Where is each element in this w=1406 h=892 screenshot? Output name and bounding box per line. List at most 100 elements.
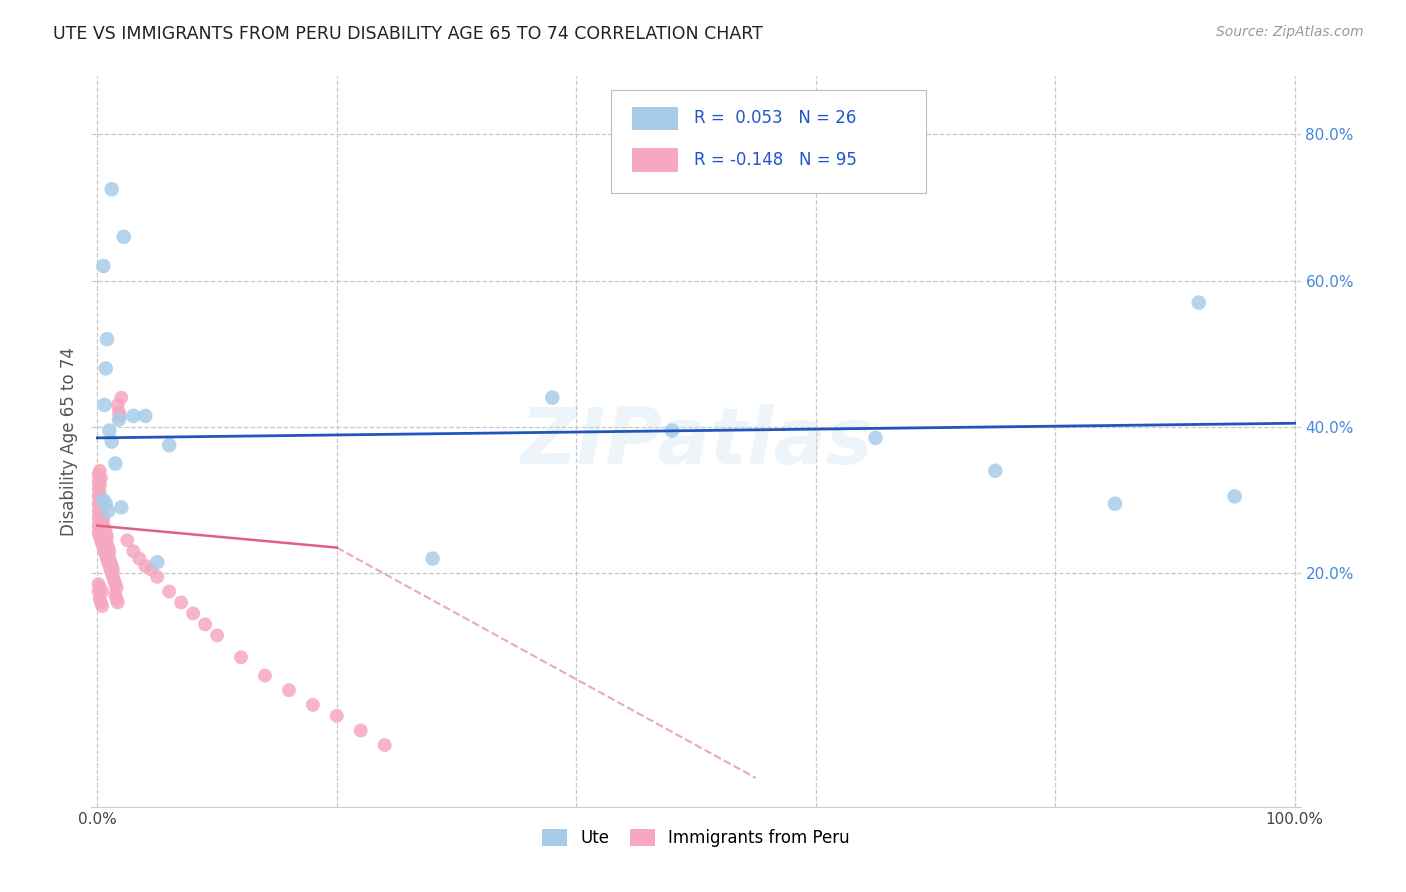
Point xyxy=(89,493,111,508)
Text: ZIPatlas: ZIPatlas xyxy=(520,403,872,480)
Point xyxy=(89,500,111,515)
Point xyxy=(89,485,111,500)
Point xyxy=(122,409,145,423)
Point xyxy=(93,511,115,525)
Point xyxy=(98,551,121,566)
Point xyxy=(100,182,122,196)
Point xyxy=(90,511,112,525)
Point xyxy=(94,548,117,562)
Point xyxy=(374,738,396,752)
Point xyxy=(98,544,121,558)
Point xyxy=(104,577,127,591)
Point xyxy=(89,515,111,529)
Point xyxy=(90,497,112,511)
Point xyxy=(89,508,111,522)
Point xyxy=(89,478,111,492)
Point xyxy=(157,584,180,599)
Point xyxy=(97,541,120,555)
Point xyxy=(91,508,114,522)
Point xyxy=(122,544,145,558)
Point xyxy=(91,530,114,544)
Point xyxy=(91,522,114,536)
Point xyxy=(87,518,110,533)
Bar xyxy=(631,148,678,171)
Point xyxy=(253,668,276,682)
Point xyxy=(157,438,180,452)
Text: UTE VS IMMIGRANTS FROM PERU DISABILITY AGE 65 TO 74 CORRELATION CHART: UTE VS IMMIGRANTS FROM PERU DISABILITY A… xyxy=(53,25,763,43)
Point xyxy=(117,533,139,548)
Point xyxy=(96,537,118,551)
Point xyxy=(105,591,128,606)
Point xyxy=(108,405,131,419)
Point xyxy=(87,482,110,496)
Point xyxy=(89,581,111,595)
Point xyxy=(110,391,132,405)
Point xyxy=(96,530,118,544)
Point xyxy=(94,526,117,541)
Y-axis label: Disability Age 65 to 74: Disability Age 65 to 74 xyxy=(59,347,77,536)
Point xyxy=(97,548,120,562)
Point xyxy=(87,584,110,599)
Point xyxy=(101,570,124,584)
Point xyxy=(128,551,150,566)
Point xyxy=(103,574,125,588)
Point xyxy=(90,518,112,533)
Point xyxy=(91,584,114,599)
Point xyxy=(93,530,115,544)
Point xyxy=(93,544,115,558)
Point xyxy=(108,412,131,426)
Point xyxy=(100,434,122,449)
Point xyxy=(134,409,156,423)
Point xyxy=(100,558,122,573)
Point xyxy=(98,558,121,573)
Point xyxy=(865,431,887,445)
Point xyxy=(91,537,114,551)
Point xyxy=(229,650,252,665)
Point xyxy=(107,595,129,609)
Point xyxy=(194,617,217,632)
Point xyxy=(97,555,120,569)
Point xyxy=(96,544,118,558)
Point xyxy=(326,708,349,723)
Point xyxy=(91,599,114,614)
Point xyxy=(93,522,115,536)
FancyBboxPatch shape xyxy=(612,90,925,193)
Point xyxy=(110,500,132,515)
Point xyxy=(96,551,118,566)
Point xyxy=(205,628,228,642)
Point xyxy=(91,515,114,529)
Point xyxy=(93,526,115,541)
Point xyxy=(105,581,128,595)
Text: R = -0.148   N = 95: R = -0.148 N = 95 xyxy=(693,151,856,169)
Text: R =  0.053   N = 26: R = 0.053 N = 26 xyxy=(693,109,856,128)
Point xyxy=(104,457,127,471)
Point xyxy=(984,464,1007,478)
Point xyxy=(93,398,115,412)
Point xyxy=(96,332,118,346)
Point xyxy=(89,464,111,478)
Point xyxy=(97,504,120,518)
Point xyxy=(94,497,117,511)
Point xyxy=(93,533,115,548)
Point xyxy=(661,424,683,438)
Point xyxy=(90,533,112,548)
Point xyxy=(107,398,129,412)
Point xyxy=(146,555,169,569)
Point xyxy=(181,607,204,621)
Point xyxy=(93,541,115,555)
Point xyxy=(87,526,110,541)
Point xyxy=(94,533,117,548)
Point xyxy=(112,229,135,244)
Text: Source: ZipAtlas.com: Source: ZipAtlas.com xyxy=(1216,25,1364,39)
Point xyxy=(98,424,121,438)
Point xyxy=(104,588,127,602)
Point xyxy=(134,558,156,573)
Point xyxy=(90,526,112,541)
Point xyxy=(87,475,110,489)
Point xyxy=(89,522,111,536)
Point xyxy=(100,555,122,569)
Point xyxy=(93,259,115,273)
Point xyxy=(93,537,115,551)
Point xyxy=(93,493,115,508)
Point xyxy=(422,551,444,566)
